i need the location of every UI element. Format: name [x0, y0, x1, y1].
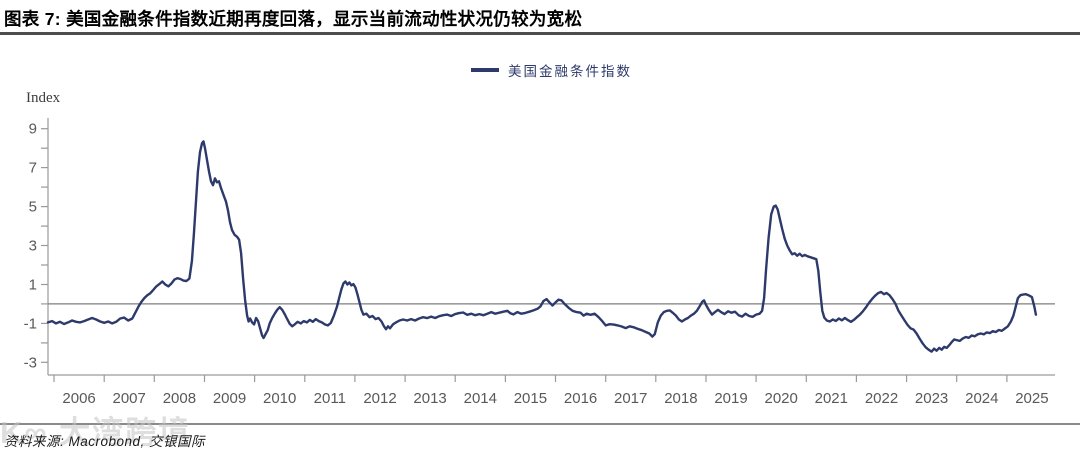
x-tick-label: 2011 — [314, 390, 346, 407]
x-tick-label: 2018 — [664, 390, 697, 407]
y-tick-label: 9 — [29, 121, 37, 138]
x-tick-label: 2023 — [915, 390, 948, 407]
x-tick-label: 2006 — [62, 390, 95, 407]
x-axis: 2006 2007 2008 2009 2010 2011 2012 2013 2014 2015… — [48, 374, 1055, 407]
x-tick-label: 2007 — [113, 390, 146, 407]
x-tick-label: 2013 — [413, 390, 446, 407]
x-tick-label: 2008 — [163, 390, 196, 407]
x-tick-label: 2019 — [714, 390, 747, 407]
x-tick-label: 2012 — [363, 390, 396, 407]
x-tick-label: 2020 — [765, 390, 798, 407]
y-tick-label: 7 — [29, 160, 37, 177]
y-axis: 9 7 5 3 1 -1 -3 — [24, 118, 49, 375]
watermark: K∞ 大湾跨境 — [0, 415, 192, 450]
figure-title: 图表 7: 美国金融条件指数近期再度回落，显示当前流动性状况仍较为宽松 — [4, 9, 583, 29]
legend-line-swatch — [471, 68, 499, 72]
y-tick-label: 5 — [29, 199, 37, 216]
source-note: 资料来源: Macrobond, 交银国际 — [4, 434, 206, 449]
y-axis-title: Index — [26, 90, 61, 106]
x-tick-label: 2024 — [965, 390, 998, 407]
x-tick-label: 2010 — [263, 390, 296, 407]
legend: 美国金融条件指数 — [48, 60, 1055, 80]
x-tick-label: 2009 — [213, 390, 246, 407]
title-rule — [0, 32, 1080, 35]
x-tick-label: 2014 — [464, 390, 497, 407]
x-tick-label: 2025 — [1015, 390, 1048, 407]
x-tick-label: 2022 — [865, 390, 898, 407]
x-tick-label: 2021 — [815, 390, 848, 407]
y-tick-label: 3 — [29, 238, 37, 255]
y-tick-label: 1 — [29, 277, 37, 294]
legend-label: 美国金融条件指数 — [508, 64, 632, 79]
x-tick-label: 2015 — [514, 390, 547, 407]
y-tick-label: -1 — [24, 315, 37, 332]
footer-rule — [0, 423, 1080, 425]
x-tick-label: 2017 — [614, 390, 647, 407]
x-tick-label: 2016 — [564, 390, 597, 407]
series-us-financial-conditions-index — [46, 140, 1038, 353]
y-tick-label: -3 — [24, 354, 37, 371]
